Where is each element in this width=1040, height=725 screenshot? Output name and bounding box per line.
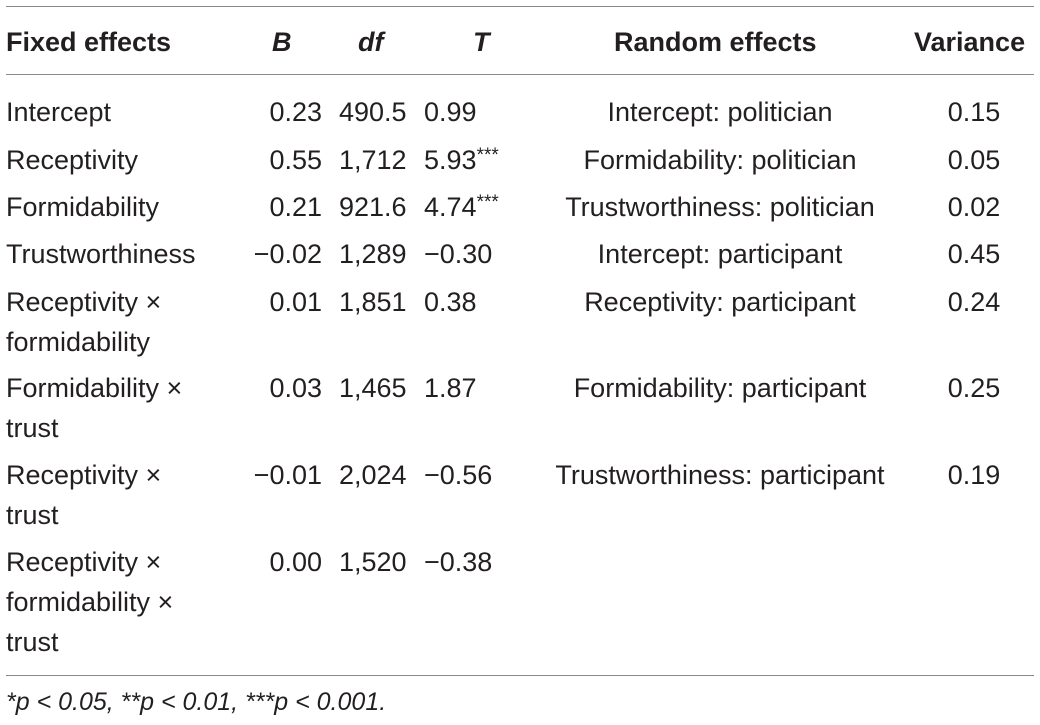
cell-t: 0.38 (424, 282, 477, 322)
cell-b: 0.00 (269, 547, 322, 577)
table-top-rule (6, 6, 1034, 7)
row-label-line: Receptivity × (6, 460, 162, 490)
cell-t: 0.99 (424, 92, 477, 132)
table-row-label: Formidability (6, 187, 159, 227)
cell-random-effect: Formidability: participant (573, 373, 867, 403)
header-df: df (358, 27, 384, 57)
t-value: 1.87 (424, 373, 477, 403)
t-value: −0.38 (424, 547, 493, 577)
row-label-line: formidability × (6, 587, 174, 617)
row-label-line: trust (6, 627, 59, 657)
table-row-label: Receptivity × formidability (6, 282, 161, 362)
t-value: −0.56 (424, 460, 493, 490)
t-value: 5.93 (424, 145, 477, 175)
t-value: −0.30 (424, 239, 493, 269)
cell-b: 0.55 (269, 145, 322, 175)
cell-variance: 0.25 (947, 373, 1001, 403)
cell-b: 0.03 (269, 373, 322, 403)
row-label-line: trust (6, 413, 59, 443)
cell-t: 1.87 (424, 368, 477, 408)
cell-random-effect: Trustworthiness: politician (565, 192, 875, 222)
cell-random-effect: Trustworthiness: participant (555, 460, 885, 490)
row-label-line: Intercept (6, 97, 112, 127)
table-bottom-rule (6, 675, 1034, 676)
header-t: T (473, 27, 490, 57)
cell-variance: 0.45 (947, 239, 1001, 269)
row-label-line: Formidability (6, 192, 160, 222)
table-row-label: Receptivity × trust (6, 455, 161, 535)
row-label-line: trust (6, 500, 59, 530)
cell-df: 1,851 (339, 287, 407, 317)
cell-variance: 0.02 (947, 192, 1001, 222)
cell-t: −0.30 (424, 234, 492, 274)
row-label-line: Trustworthiness (6, 239, 196, 269)
cell-t: 4.74*** (424, 187, 499, 227)
row-label-line: Receptivity (6, 145, 139, 175)
table-footnote: *p < 0.05, **p < 0.01, ***p < 0.001. (6, 688, 387, 716)
t-value: 0.99 (424, 97, 477, 127)
cell-t: −0.38 (424, 542, 492, 582)
table-row-label: Receptivity (6, 140, 138, 180)
cell-df: 2,024 (339, 460, 407, 490)
cell-df: 1,712 (339, 145, 407, 175)
cell-df: 1,289 (339, 239, 407, 269)
cell-t: 5.93*** (424, 140, 499, 180)
header-b: B (272, 27, 292, 57)
row-label-line: formidability (6, 327, 151, 357)
header-variance: Variance (914, 27, 1026, 57)
header-rule (6, 74, 1034, 75)
cell-b: −0.02 (253, 239, 322, 269)
cell-variance: 0.05 (947, 145, 1001, 175)
cell-df: 1,520 (339, 547, 407, 577)
cell-random-effect: Receptivity: participant (584, 287, 856, 317)
cell-b: 0.23 (269, 97, 322, 127)
cell-t: −0.56 (424, 455, 492, 495)
t-value: 4.74 (424, 192, 477, 222)
cell-b: 0.21 (269, 192, 322, 222)
cell-variance: 0.15 (947, 97, 1001, 127)
table-row-label: Intercept (6, 92, 111, 132)
cell-variance: 0.24 (947, 287, 1001, 317)
cell-random-effect: Intercept: participant (597, 239, 843, 269)
cell-random-effect: Intercept: politician (607, 97, 833, 127)
table-row-label: Trustworthiness (6, 234, 196, 274)
significance-marker: *** (476, 145, 499, 166)
row-label-line: Receptivity × (6, 287, 162, 317)
significance-marker: *** (476, 192, 499, 213)
cell-b: −0.01 (253, 460, 322, 490)
cell-df: 490.5 (339, 97, 407, 127)
header-random-effects: Random effects (614, 27, 817, 57)
cell-variance: 0.19 (947, 460, 1001, 490)
cell-b: 0.01 (269, 287, 322, 317)
cell-df: 921.6 (339, 192, 407, 222)
table-row-label: Receptivity × formidability × trust (6, 542, 173, 662)
table-row-label: Formidability × trust (6, 368, 182, 448)
row-label-line: Formidability × (6, 373, 183, 403)
header-fixed-effects: Fixed effects (6, 27, 172, 57)
t-value: 0.38 (424, 287, 477, 317)
cell-df: 1,465 (339, 373, 407, 403)
cell-random-effect: Formidability: politician (583, 145, 857, 175)
row-label-line: Receptivity × (6, 547, 162, 577)
